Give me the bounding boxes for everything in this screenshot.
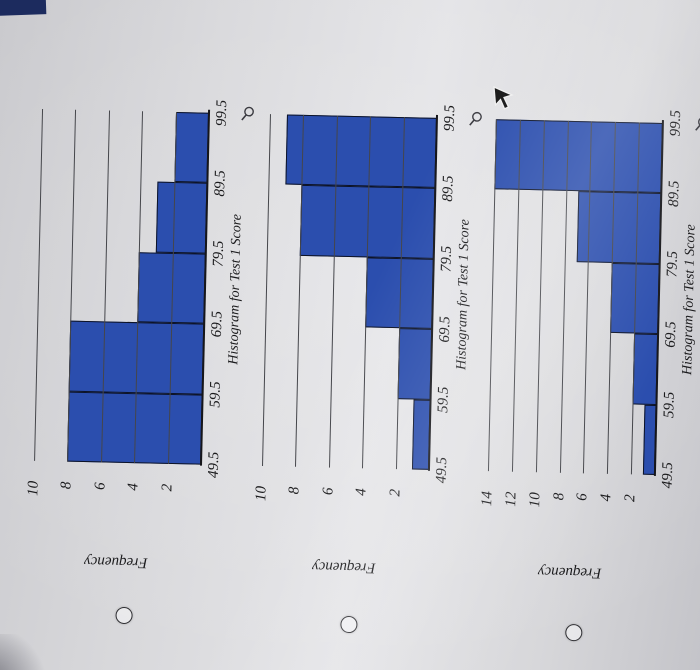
histogram-bar-bin-59.5 (397, 328, 433, 400)
option-2-radio[interactable] (340, 615, 358, 634)
frequency-tick-label: 10 (526, 492, 544, 508)
histogram-bar-bin-79.5 (155, 182, 208, 254)
frequency-tick-label: 14 (479, 490, 496, 507)
frequency-gridline (487, 119, 497, 472)
score-tick-label: 69.5 (436, 316, 454, 343)
score-tick-label: 59.5 (207, 381, 224, 408)
score-tick-label: 69.5 (208, 310, 226, 338)
frequency-tick-label: 12 (502, 491, 520, 507)
score-tick-label: 59.5 (661, 391, 678, 419)
frequency-gridline (262, 114, 271, 467)
frequency-tick-label: 4 (353, 488, 370, 496)
score-tick-label: 99.5 (667, 110, 685, 137)
frequency-tick-label: 2 (159, 483, 176, 492)
plot-area (34, 108, 211, 466)
option-1-radio[interactable] (115, 606, 133, 625)
frequency-tick-label: 8 (58, 481, 75, 490)
histogram-bar-bin-89.5 (285, 114, 437, 189)
frequency-tick-label: 4 (125, 482, 142, 491)
score-tick-label: 79.5 (664, 250, 681, 278)
frequency-tick-label: 10 (25, 480, 42, 497)
score-tick-label: 79.5 (438, 245, 456, 273)
frequency-tick-label: 2 (622, 494, 639, 503)
frequency-tick-label: 4 (598, 493, 615, 502)
frequency-tick-label: 2 (386, 488, 404, 497)
frequency-tick-label: 8 (286, 486, 303, 495)
plot-area (487, 119, 664, 476)
score-tick-label: 49.5 (433, 456, 451, 484)
score-tick-label: 49.5 (659, 461, 677, 489)
frequency-gridline (34, 108, 44, 461)
score-tick-label: 79.5 (210, 240, 228, 268)
histogram-bar-bin-59.5 (632, 333, 659, 405)
frequency-tick-label: 8 (550, 492, 568, 501)
score-tick-label: 69.5 (662, 321, 680, 348)
frequency-tick-label: 10 (253, 485, 270, 502)
score-tick-label: 89.5 (440, 175, 457, 202)
option-3-radio[interactable] (565, 623, 583, 642)
score-tick-label: 49.5 (205, 451, 223, 479)
frequency-tick-label: 6 (574, 493, 591, 502)
score-tick-label: 99.5 (441, 104, 459, 132)
histogram-bar-bin-89.5 (174, 112, 210, 184)
magnifier-icon[interactable] (240, 105, 255, 121)
magnifier-icon[interactable] (468, 111, 483, 127)
score-tick-label: 89.5 (665, 180, 683, 208)
screen-corner-accent (0, 0, 47, 16)
y-axis-label: Frequency (537, 563, 602, 581)
y-axis-label: Frequency (311, 558, 376, 576)
y-axis-label: Frequency (83, 553, 148, 571)
plot-area (262, 114, 439, 471)
frequency-tick-label: 6 (92, 482, 109, 491)
score-tick-label: 89.5 (212, 170, 229, 197)
magnifier-icon[interactable] (694, 116, 700, 132)
score-tick-label: 99.5 (213, 99, 231, 127)
frequency-tick-label: 6 (320, 487, 337, 496)
score-tick-label: 59.5 (435, 386, 452, 414)
